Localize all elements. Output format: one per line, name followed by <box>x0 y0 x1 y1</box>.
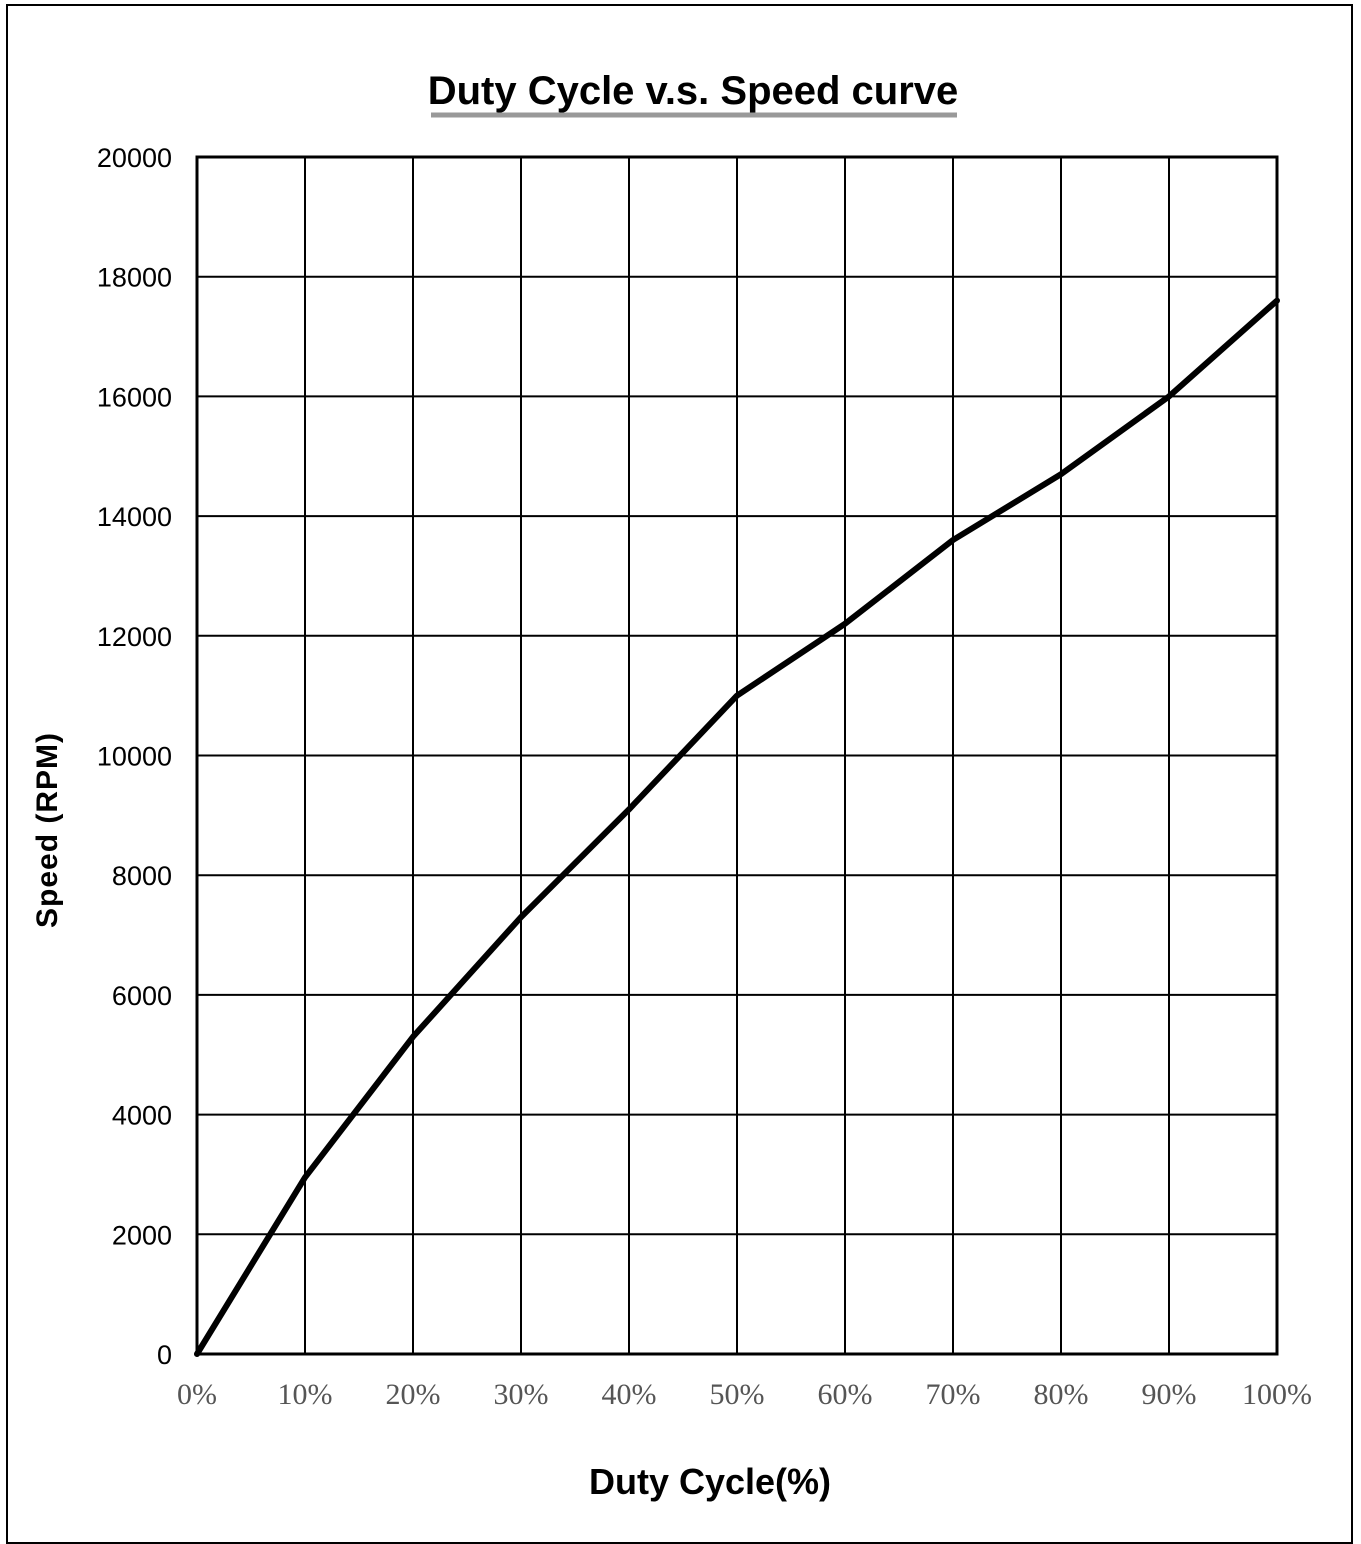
y-axis-ticks: 0 2000 4000 6000 8000 10000 12000 14000 16000 180… <box>97 143 172 1370</box>
x-tick-label: 50% <box>710 1378 765 1411</box>
grid <box>195 155 1279 1356</box>
x-tick-label: 30% <box>494 1378 549 1411</box>
y-tick-label: 18000 <box>97 263 172 293</box>
y-tick-label: 16000 <box>97 382 172 412</box>
y-tick-label: 4000 <box>112 1101 172 1131</box>
x-tick-label: 20% <box>386 1378 441 1411</box>
x-tick-label: 0% <box>177 1378 217 1411</box>
y-tick-label: 6000 <box>112 981 172 1011</box>
series-line <box>194 297 1280 1357</box>
x-tick-label: 40% <box>602 1378 657 1411</box>
y-tick-label: 0 <box>157 1340 172 1370</box>
plot-area-border <box>195 155 1279 1356</box>
y-tick-label: 2000 <box>112 1220 172 1250</box>
chart-title: Duty Cycle v.s. Speed curve <box>428 69 959 113</box>
x-axis-label: Duty Cycle(%) <box>589 1461 831 1502</box>
x-axis-ticks: 0% 10% 20% 30% 40% 50% 60% 70% 80% 90% 100% <box>177 1378 1312 1411</box>
y-tick-label: 20000 <box>97 143 172 173</box>
y-axis-label: Speed (RPM) <box>31 732 64 928</box>
x-tick-label: 80% <box>1034 1378 1089 1411</box>
x-tick-label: 60% <box>818 1378 873 1411</box>
y-tick-label: 8000 <box>112 861 172 891</box>
x-tick-label: 90% <box>1142 1378 1197 1411</box>
y-tick-label: 12000 <box>97 622 172 652</box>
x-tick-label: 10% <box>278 1378 333 1411</box>
x-tick-label: 100% <box>1242 1378 1312 1411</box>
x-tick-label: 70% <box>926 1378 981 1411</box>
y-tick-label: 10000 <box>97 742 172 772</box>
y-tick-label: 14000 <box>97 502 172 532</box>
